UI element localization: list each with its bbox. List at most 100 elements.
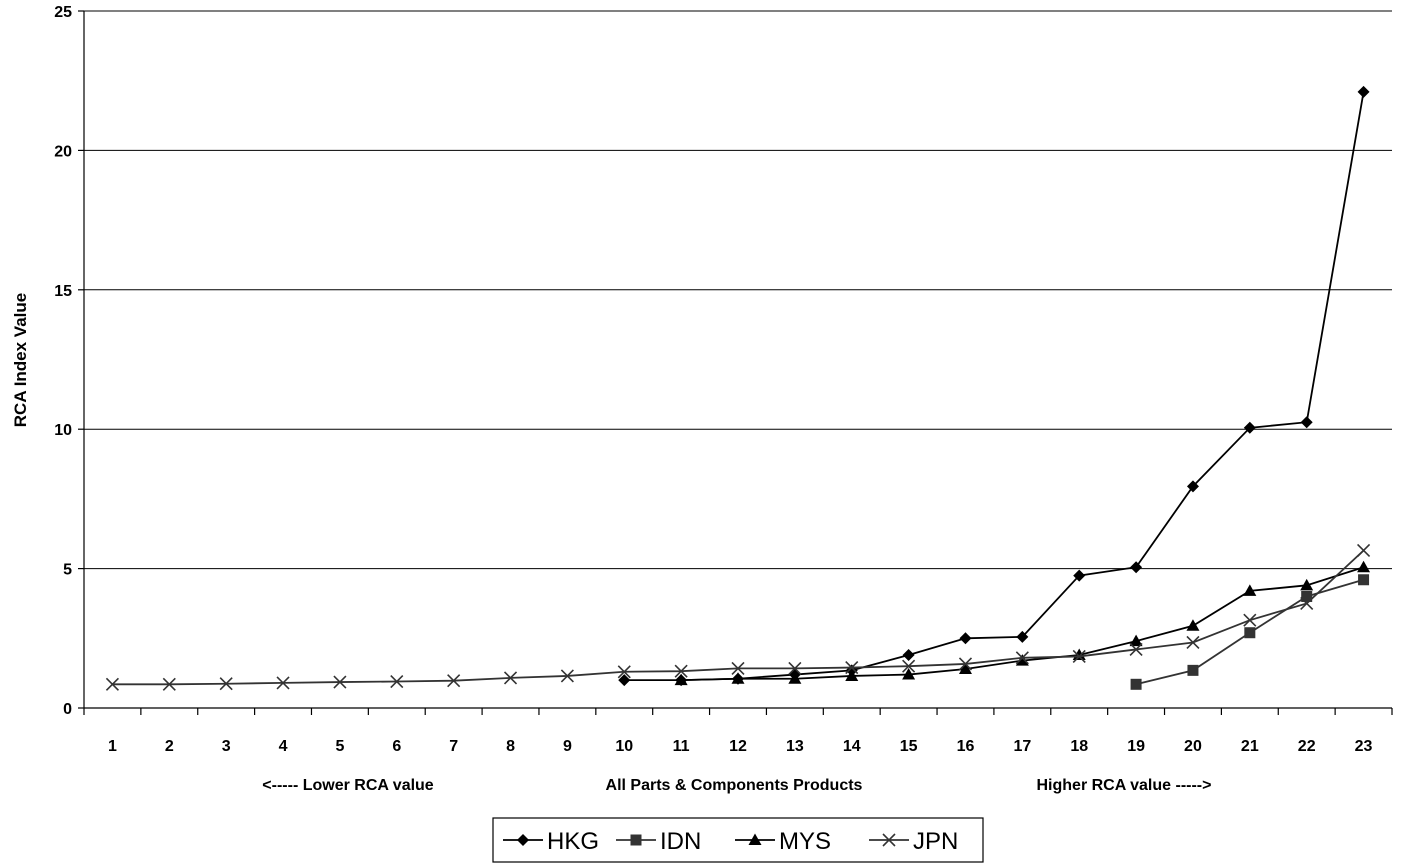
x-tick-label-7: 7 [449,738,458,755]
legend-label-mys: MYS [779,828,831,855]
x-tick-label-20: 20 [1184,738,1202,755]
x-tick-label-3: 3 [222,738,231,755]
point-jpn-6 [390,674,404,689]
point-idn-23 [1358,574,1370,586]
legend-item-idn: IDN [616,828,701,855]
point-jpn-11 [674,664,688,678]
x-tick-label-5: 5 [335,738,344,755]
x-tick-label-14: 14 [843,738,861,755]
point-jpn-17 [1015,651,1029,665]
point-idn-20 [1187,664,1199,676]
legend-label-hkg: HKG [547,828,599,855]
point-jpn-23 [1357,543,1371,558]
legend-label-idn: IDN [660,828,701,855]
x-tick-label-15: 15 [900,738,918,755]
legend-marker-hkg [517,834,529,846]
higher-rca-annotation: Higher RCA value -----> [1037,777,1212,794]
point-jpn-14 [845,661,859,675]
point-jpn-20 [1186,635,1200,650]
point-jpn-8 [503,671,518,685]
legend: HKG IDN MYS JPN [492,817,984,863]
x-tick-label-9: 9 [563,738,572,755]
point-jpn-16 [958,657,973,671]
axes [83,11,1392,709]
point-hkg-10 [618,674,631,687]
x-tick-label-1: 1 [108,738,117,755]
point-mys-17 [1015,654,1029,666]
legend-marker-mys [748,833,762,845]
series [105,85,1371,691]
point-jpn-9 [560,669,574,683]
x-tick-label-19: 19 [1127,738,1145,755]
x-tick-label-2: 2 [165,738,174,755]
point-jpn-4 [276,676,290,690]
point-mys-13 [788,672,802,684]
point-mys-22 [1300,578,1314,591]
y-tick-label-5: 5 [63,562,72,579]
point-mys-11 [674,673,688,686]
y-tick-label-20: 20 [54,143,72,160]
point-jpn-2 [162,677,176,691]
point-hkg-16 [959,632,972,645]
x-tick-label-11: 11 [673,738,690,755]
point-jpn-13 [788,661,802,675]
point-hkg-19 [1130,561,1143,574]
point-hkg-21 [1243,421,1256,434]
point-jpn-21 [1243,613,1257,627]
point-hkg-20 [1186,480,1199,493]
point-jpn-12 [731,661,745,675]
x-tick-label-18: 18 [1070,738,1088,755]
legend-marker-jpn [882,833,896,847]
point-idn-22 [1301,590,1313,602]
legend-item-hkg: HKG [503,828,599,855]
point-mys-23 [1357,560,1371,573]
x-tick-label-8: 8 [506,738,515,755]
x-tick-label-13: 13 [786,738,804,755]
point-mys-21 [1243,584,1257,596]
point-hkg-17 [1016,630,1029,643]
y-tick-label-0: 0 [63,701,72,718]
x-tick-label-12: 12 [729,738,747,755]
legend-marker-idn [630,834,642,846]
point-jpn-15 [902,659,916,673]
point-hkg-18 [1073,569,1086,582]
point-jpn-5 [333,675,347,689]
point-jpn-1 [105,677,120,691]
x-tick-label-4: 4 [279,738,288,755]
x-tick-label-23: 23 [1355,738,1373,755]
point-jpn-19 [1129,642,1143,657]
series-line-jpn [112,549,1365,686]
y-tick-label-10: 10 [54,422,72,439]
x-tick-label-21: 21 [1241,738,1259,755]
y-tick-label-15: 15 [54,283,72,300]
point-jpn-18 [1072,649,1086,663]
point-mys-12 [731,672,745,684]
x-tick-label-17: 17 [1013,738,1031,755]
series-hkg [618,85,1370,687]
x-tick-label-16: 16 [957,738,975,755]
point-hkg-15 [902,649,915,662]
series-idn [1130,574,1370,690]
point-mys-20 [1186,619,1200,631]
x-tick-label-10: 10 [615,738,633,755]
legend-item-jpn: JPN [869,828,958,855]
x-tick-labels: 1 2 3 4 5 6 7 8 9 10 11 12 13 14 15 16 17 18 19 20 21 22 23 [108,738,1373,755]
point-mys-19 [1129,634,1143,647]
point-hkg-23 [1357,85,1370,98]
point-hkg-22 [1300,416,1313,429]
point-mys-15 [902,668,916,680]
point-jpn-7 [447,674,461,688]
x-axis-title: All Parts & Components Products [606,777,863,794]
x-tick-label-22: 22 [1298,738,1316,755]
x-tick-label-6: 6 [392,738,401,755]
point-mys-14 [845,669,859,681]
y-axis-title: RCA Index Value [11,293,30,427]
point-jpn-3 [219,677,233,691]
point-jpn-22 [1300,596,1314,611]
point-mys-16 [958,662,972,674]
point-jpn-10 [617,665,631,679]
point-idn-19 [1130,678,1142,690]
y-tick-labels: 0 5 10 15 20 25 [54,4,72,718]
point-idn-21 [1244,627,1256,639]
